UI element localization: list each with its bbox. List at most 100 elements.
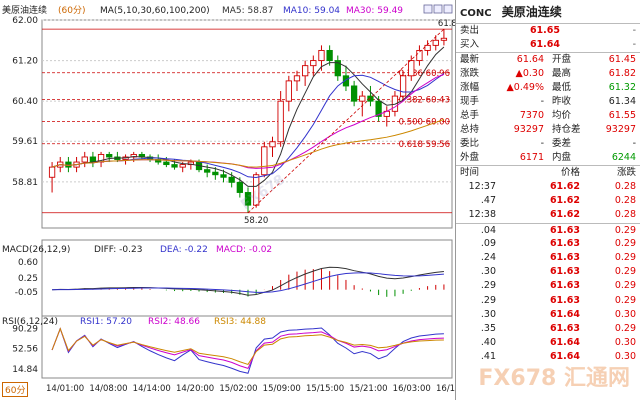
kline-chart-pane[interactable]: 美原油连续 (60分) MA(5,10,30,60,100,200) MA5: 58.… [0,0,455,400]
stat-value: ▲0.49% [506,82,545,93]
rsi2-line [51,327,444,370]
tick-price: 61.62 [549,209,580,221]
tick-row: .47 61.62 0.28 [456,194,640,208]
candle-body [440,37,448,41]
time-axis-label: 15/21:00 [349,384,387,394]
tick-row: .40 61.64 0.30 [456,336,640,350]
quote-name: 美原油连续 [501,5,562,19]
stats-row: 现手 - 昨收 61.34 [456,95,640,109]
candle-body [81,156,88,163]
tick-row: .30 61.64 0.30 [456,308,640,322]
stat-value: 61.45 [608,54,636,65]
stats-row: 委比 - 委差 - [456,137,640,151]
rsi-frame [41,315,453,379]
stat-label: 最低 [552,82,572,93]
candle-body [367,95,374,102]
price-axis-label: 61.20 [12,57,38,67]
time-axis-label: 15/15:00 [306,384,344,394]
candle-body [424,44,431,51]
tick-change: 0.30 [614,351,636,363]
tick-price: 61.63 [549,237,580,249]
tick-time: 12:38 [468,209,496,221]
quote-title: CONC 美原油连续 [456,0,640,24]
time-axis-label: 14/01:00 [46,384,84,394]
stat-label: 开盘 [552,54,572,65]
macd-dea: DEA: -0.22 [160,245,208,255]
ma5-line [51,46,445,187]
tick-time: .30 [480,308,496,320]
buy-label: 买入 [460,39,480,50]
tick-row: .41 61.64 0.30 [456,350,640,364]
stats-row: 总手 7370 均价 61.55 [456,109,640,123]
price-axis-label: 58.81 [12,178,38,188]
candle-body [399,75,407,97]
candle-body [375,100,382,117]
stats-row: 涨幅 ▲0.49% 最低 61.32 [456,81,640,95]
candle-body [236,181,243,193]
ticks-list[interactable]: 12:37 61.62 0.28 .47 61.62 0.28 12:38 61.62 0.28… [456,180,640,364]
tick-price: 61.63 [549,322,580,334]
stat-value: 6244 [611,152,636,163]
fib-level-label: 0.382 60.43 [399,96,450,106]
candle-body [261,146,268,176]
tick-row: 12:37 61.62 0.28 [456,180,640,194]
candle-body [220,174,227,178]
stat-label: 均价 [552,110,572,121]
tick-row: .24 61.63 0.29 [456,251,640,265]
stat-value: 61.55 [608,110,636,121]
restore-icon[interactable] [433,4,443,14]
tick-time: .47 [480,195,496,207]
close-icon[interactable] [443,4,453,14]
macd-axis-label: 0.25 [18,274,38,284]
maximize-icon[interactable] [423,4,433,14]
bid-ask-section: 卖出 61.65 - 买入 61.64 - [456,24,640,53]
period-button[interactable]: 60分 [2,382,29,397]
rsi3-line [51,327,444,366]
ticks-header-price: 价格 [560,167,580,178]
stat-value: 93297 [513,124,544,135]
ticks-header-time: 时间 [460,167,480,178]
candle-body [179,164,186,168]
rsi-axis-label: 52.56 [12,345,38,355]
watermark-text-1: FX678 [478,366,557,391]
candle-body [432,39,439,46]
stat-label: 外盘 [460,152,480,163]
macd-label: MACD(26,12,9) [2,245,70,255]
candle-body [326,49,333,62]
tick-price: 61.64 [549,308,580,320]
tick-price: 61.64 [549,337,580,349]
stat-value: 61.32 [608,82,636,93]
stat-label: 现手 [460,96,480,107]
rsi1-line [51,327,444,374]
high-mark: 61.82 [438,19,455,29]
stat-label: 涨幅 [460,82,480,93]
tick-change: 0.29 [614,237,636,249]
stat-value: - [540,96,544,107]
tick-change: 0.28 [614,181,636,192]
ma10-value: MA10: 59.04 [283,6,340,16]
candle-body [65,161,72,168]
tick-change: 0.29 [614,266,636,278]
stat-label: 委比 [460,138,480,149]
candle-body [293,75,301,82]
stat-value: - [540,138,544,149]
chart-symbol: 美原油连续 [2,4,47,16]
time-axis-label: 15/02:00 [219,384,257,394]
macd-axis-label: -0.05 [15,288,38,298]
quote-panel: CONC 美原油连续 卖出 61.65 - 买入 61.64 - 最新 61.64… [455,0,640,400]
ma-params: MA(5,10,30,60,100,200) [100,6,210,16]
stat-value: 61.64 [516,54,544,65]
candle-body [350,85,358,102]
rsi2-value: RSI2: 48.66 [148,317,200,327]
candle-body [359,95,366,102]
macd-axis-label: 0.60 [18,258,38,268]
time-axis-label: 16/10:00 [436,384,455,394]
candle-body [285,80,292,102]
stat-label: 总手 [460,110,480,121]
tick-price: 61.63 [549,280,580,292]
kline-chart[interactable]: 美原油连续 (60分) MA(5,10,30,60,100,200) MA5: 58.… [0,0,455,400]
stat-value: 6171 [519,152,544,163]
stats-row: 最新 61.64 开盘 61.45 [456,53,640,67]
tick-row: .29 61.63 0.29 [456,294,640,308]
tick-time: .29 [480,294,496,306]
